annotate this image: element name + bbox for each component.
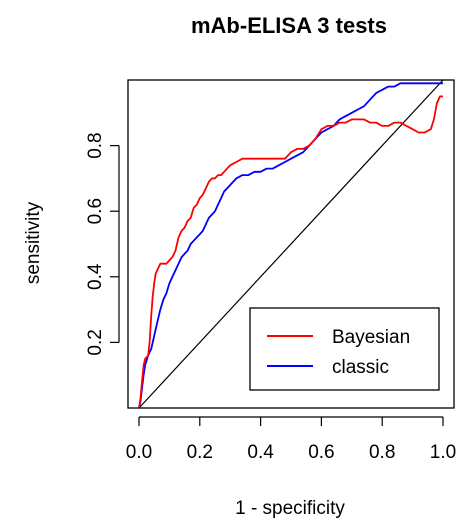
y-tick-label: 0.6 xyxy=(85,198,106,224)
y-axis: 0.2 0.4 0.6 0.8 xyxy=(85,132,120,356)
legend: Bayesian classic xyxy=(249,307,440,391)
reference-diagonal-line xyxy=(138,79,444,409)
y-tick-label: 0.4 xyxy=(85,263,106,290)
legend-box xyxy=(249,307,440,391)
x-tick-label: 0.6 xyxy=(308,442,334,463)
y-axis-label: sensitivity xyxy=(23,201,44,284)
x-axis: 0.0 0.2 0.4 0.6 0.8 1.0 xyxy=(126,416,456,463)
x-tick-label: 0.4 xyxy=(247,442,274,463)
series-lines xyxy=(138,79,444,409)
chart-title: mAb-ELISA 3 tests xyxy=(191,13,387,38)
legend-label-classic: classic xyxy=(332,357,389,378)
series-line-classic xyxy=(138,82,443,409)
series-line-bayesian xyxy=(138,95,443,409)
legend-label-bayesian: Bayesian xyxy=(332,327,410,348)
x-tick-label: 0.8 xyxy=(369,442,395,463)
x-tick-label: 0.0 xyxy=(126,442,152,463)
x-axis-label: 1 - specificity xyxy=(235,498,345,519)
x-tick-label: 1.0 xyxy=(430,442,456,463)
y-tick-label: 0.2 xyxy=(85,329,106,355)
y-tick-label: 0.8 xyxy=(85,132,106,158)
plot-frame xyxy=(127,79,455,409)
x-tick-label: 0.2 xyxy=(187,442,213,463)
